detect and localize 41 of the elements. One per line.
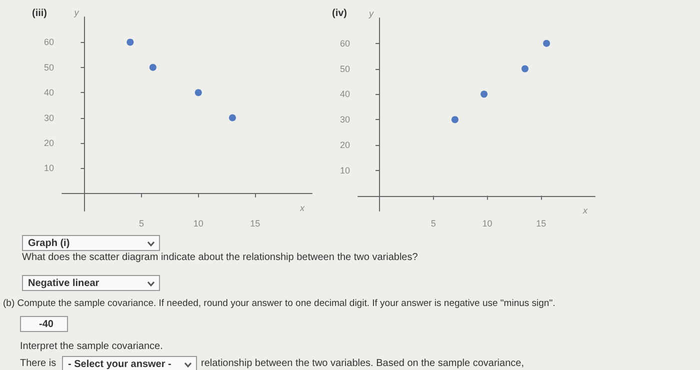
y-tick-label: 60 <box>340 38 350 48</box>
y-tick-label: 10 <box>44 163 54 174</box>
y-axis-title: y <box>368 8 374 18</box>
text: (b) Compute the sample covariance. If needed, round your answer to one decimal digit. If your answer is negative use "minus sign". <box>3 298 556 309</box>
chart-title: (iv) <box>332 8 347 19</box>
input-field: -40 <box>20 316 68 332</box>
y-tick-label: 40 <box>44 88 54 98</box>
dropdown-field: - Select your answer - <box>62 356 197 370</box>
y-tick-label: 20 <box>340 140 350 150</box>
point <box>194 89 202 96</box>
chart-title: (iii) <box>32 8 47 19</box>
x-tick-label: 10 <box>482 218 492 228</box>
point <box>451 116 458 124</box>
text: relationship between the two variables. Based on the sample covariance, <box>201 358 524 369</box>
x-tick-label: 10 <box>193 218 204 228</box>
y-tick-label: 10 <box>340 165 350 176</box>
y-tick-label: 30 <box>44 112 54 123</box>
point <box>149 64 156 71</box>
text: What does the scatter diagram indicate about the relationship between the two variables? <box>22 252 418 263</box>
y-tick-label: 20 <box>44 138 54 148</box>
point <box>521 65 528 72</box>
y-axis-title: y <box>73 8 80 18</box>
point <box>126 38 134 46</box>
y-tick-label: 50 <box>340 64 350 74</box>
x-tick-label: 5 <box>139 218 144 228</box>
x-axis-title: x <box>299 202 305 213</box>
dropdown-field: Negative linear <box>22 275 160 291</box>
point <box>543 40 550 47</box>
y-tick-label: 60 <box>44 37 54 48</box>
dropdown-field: Graph (i) <box>22 235 160 251</box>
y-tick-label: 40 <box>340 89 350 100</box>
point <box>480 90 488 98</box>
text: Interpret the sample covariance. <box>20 341 163 352</box>
y-tick-label: 50 <box>44 62 54 72</box>
x-tick-label: 15 <box>250 218 260 228</box>
x-tick-label: 5 <box>430 218 436 228</box>
point <box>228 114 236 122</box>
x-tick-label: 15 <box>536 218 546 228</box>
text: There is <box>20 358 56 369</box>
y-tick-label: 30 <box>340 114 350 125</box>
x-axis-title: x <box>582 205 588 216</box>
